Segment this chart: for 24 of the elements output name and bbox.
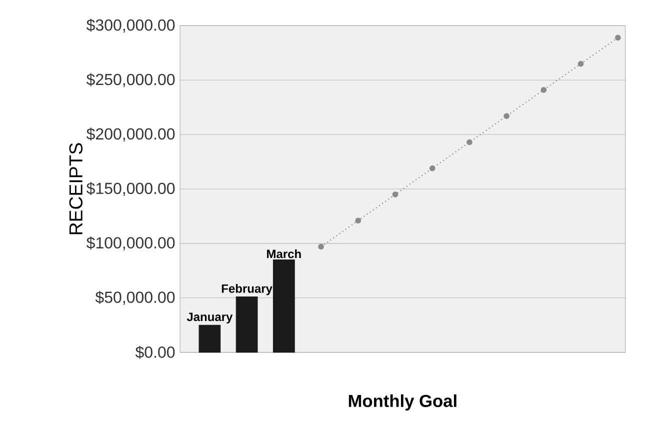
point — [504, 113, 510, 119]
y-axis-title: RECEIPTS — [69, 143, 83, 234]
point — [429, 165, 436, 172]
bar — [236, 296, 258, 353]
point — [466, 139, 472, 146]
y-tick-label: $150,000.00 — [86, 182, 175, 196]
y-tick-label: $100,000.00 — [86, 236, 175, 250]
point — [318, 244, 324, 250]
x-tick-label: January — [186, 312, 233, 324]
y-tick-label: $50,000.00 — [95, 290, 175, 305]
y-tick-label: $200,000.00 — [86, 128, 175, 142]
point — [355, 218, 362, 224]
y-tick-label: $0.00 — [135, 346, 175, 359]
bar — [272, 260, 295, 353]
x-axis-title: Monthly Goal — [348, 394, 456, 411]
y-tick-label: $250,000.00 — [86, 73, 175, 88]
y-tick-label: $300,000.00 — [86, 18, 175, 33]
x-tick-label: March — [267, 249, 301, 258]
point — [614, 34, 621, 41]
x-tick-label: February — [222, 284, 272, 296]
point — [392, 192, 398, 198]
bar — [198, 324, 221, 353]
point — [578, 60, 584, 67]
point — [540, 86, 547, 93]
